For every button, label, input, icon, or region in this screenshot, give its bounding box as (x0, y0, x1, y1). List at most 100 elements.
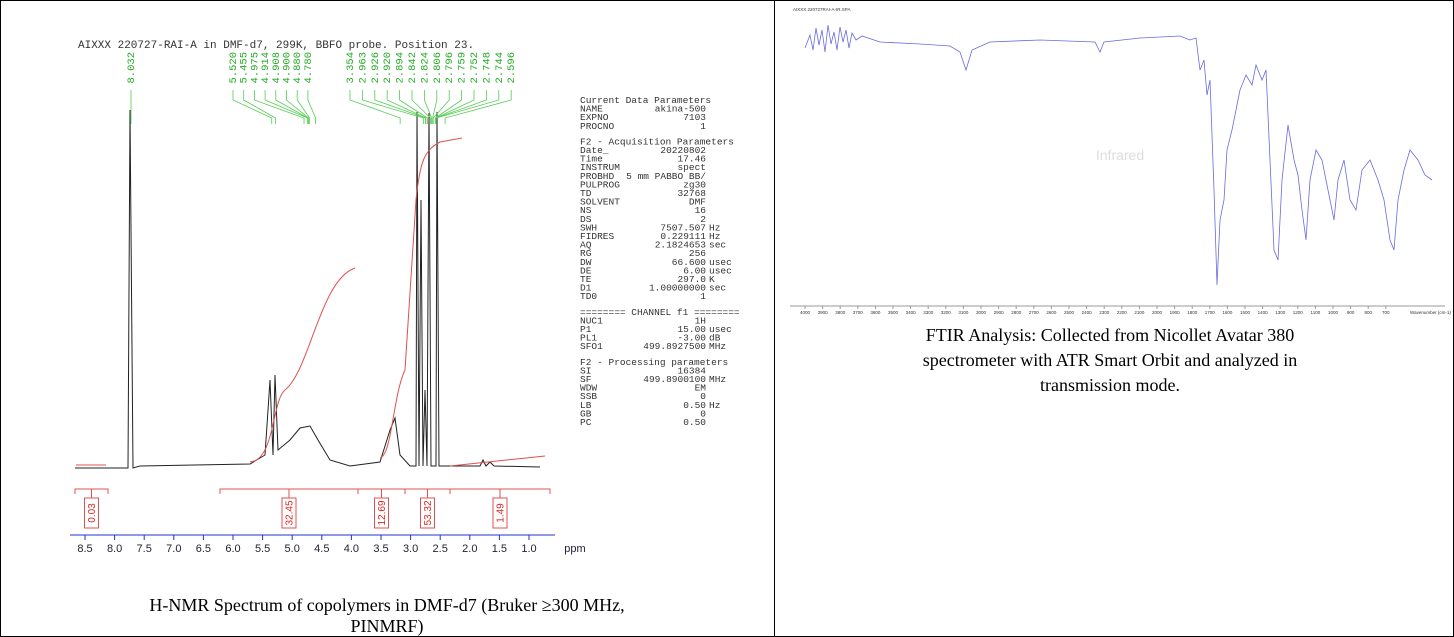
integral-value: 0.03 (87, 503, 98, 523)
param-name: SFO1 (580, 341, 603, 352)
peak-connector (432, 90, 438, 124)
integral-value: 53.32 (423, 500, 434, 525)
param-unit: K (709, 274, 715, 285)
integral-bracket (219, 488, 359, 498)
param-name: SWH (580, 222, 597, 233)
x-tick-label: 1800 (1187, 310, 1198, 315)
param-unit: dB (709, 333, 721, 344)
peak-connector (232, 90, 273, 124)
param-value: 297.0 (677, 274, 706, 285)
param-name: LB (580, 400, 592, 411)
x-tick-label: 4000 (800, 310, 811, 315)
param-unit: usec (709, 257, 732, 268)
param-unit: Hz (709, 400, 720, 411)
peak-label: 2.744 (494, 52, 506, 84)
x-tick-label: 3300 (923, 310, 934, 315)
param-value: EM (695, 383, 707, 394)
peak-label: 2.759 (457, 52, 469, 84)
integral-box (420, 497, 435, 529)
x-unit: ppm (564, 543, 585, 555)
param-value: 7507.507 (660, 222, 706, 233)
integral-curve (76, 137, 546, 467)
param-name: PL1 (580, 333, 597, 344)
x-tick-label: 3200 (941, 310, 952, 315)
x-tick-label: 2800 (1011, 310, 1022, 315)
param-name: NAME (580, 104, 603, 115)
peak-connector (286, 90, 309, 124)
x-tick-label: 900 (1347, 310, 1355, 315)
param-name: FIDRES (580, 231, 615, 242)
nmr-spectrum (75, 109, 541, 469)
x-tick-label: 7.5 (137, 543, 152, 555)
param-name: TD0 (580, 291, 597, 302)
param-value: 16384 (677, 365, 706, 376)
x-tick-label: 1500 (1240, 310, 1251, 315)
param-value: zg30 (683, 179, 706, 190)
x-tick-label: 1.5 (492, 543, 507, 555)
caption: transmission mode. (1040, 375, 1180, 395)
param-name: TD (580, 188, 592, 199)
param-value: 16 (695, 205, 707, 216)
param-name: PC (580, 417, 592, 428)
param-value: 0.50 (683, 417, 706, 428)
param-name: EXPNO (580, 112, 609, 123)
ftir-x-unit: Wavenumber (cm-1) (1410, 310, 1451, 315)
x-tick-label: 700 (1382, 310, 1390, 315)
param-unit: MHz (709, 374, 726, 385)
x-tick-label: 2200 (1117, 310, 1128, 315)
param-name: INSTRUM (580, 162, 620, 173)
x-tick-label: 2100 (1134, 310, 1145, 315)
x-tick-label: 2300 (1099, 310, 1110, 315)
param-unit: usec (709, 265, 732, 276)
param-name: TE (580, 274, 592, 285)
peak-connector (386, 90, 427, 124)
param-name: NS (580, 205, 592, 216)
param-value: 0 (700, 408, 706, 419)
param-name: Time (580, 154, 603, 165)
peak-connector (432, 90, 450, 124)
param-name: GB (580, 408, 592, 419)
param-value: 256 (689, 248, 706, 259)
peak-label: 4.914 (260, 52, 272, 84)
param-unit: Hz (709, 231, 720, 242)
param-name: D1 (580, 283, 592, 294)
peak-connector (424, 90, 432, 124)
param-value: 7103 (683, 112, 706, 123)
param-name: SI (580, 365, 591, 376)
integral-box (492, 497, 508, 529)
peak-connector (296, 90, 311, 124)
x-tick-label: 3.5 (373, 543, 388, 555)
x-tick-label: 6.0 (225, 543, 240, 555)
integral-box (281, 497, 297, 529)
x-tick-label: 800 (1364, 310, 1372, 315)
x-tick-label: 3800 (835, 310, 846, 315)
x-tick-label: 1400 (1258, 310, 1269, 315)
caption: PINMRF) (350, 616, 423, 637)
param-name: PROBHD (580, 171, 615, 182)
param-name: Date_ (580, 145, 609, 156)
peak-label: 3.354 (345, 52, 357, 84)
param-value: 5 mm PABBO BB/ (626, 171, 706, 182)
x-tick-label: 3700 (853, 310, 864, 315)
peak-label: 2.920 (382, 52, 394, 84)
caption: FTIR Analysis: Collected from Nicollet A… (926, 325, 1295, 345)
peak-connector (444, 90, 512, 124)
peak-connector (411, 90, 431, 124)
peak-connector (435, 90, 462, 124)
x-tick-label: 2.0 (462, 543, 477, 555)
param-unit: sec (709, 283, 726, 294)
x-tick-label: 3400 (906, 310, 917, 315)
peak-label: 2.752 (469, 52, 481, 84)
x-tick-label: 1600 (1222, 310, 1233, 315)
peak-label: 8.032 (126, 52, 138, 84)
peak-label: 2.842 (407, 52, 419, 84)
peak-connector (399, 90, 428, 124)
param-name: PULPROG (580, 179, 620, 190)
param-value: 0 (700, 391, 706, 402)
integral-box (374, 497, 389, 529)
x-tick-label: 6.5 (196, 543, 211, 555)
param-name: SOLVENT (580, 197, 620, 208)
param-name: SF (580, 374, 592, 385)
